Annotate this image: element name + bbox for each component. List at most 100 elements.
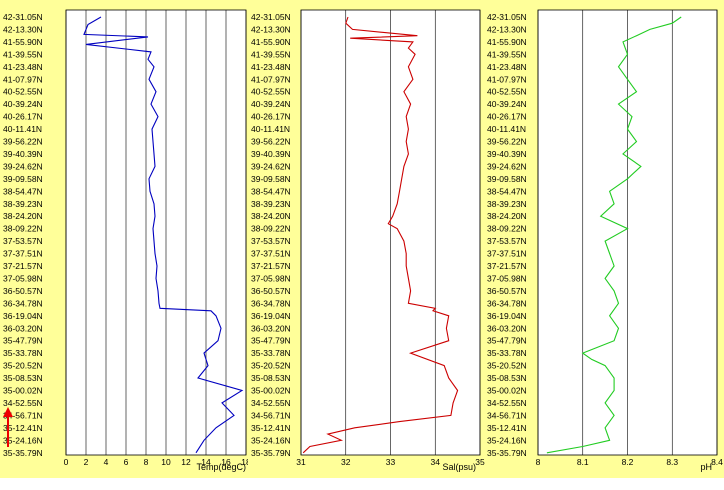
- ph-latitude-label: 39-24.62N: [487, 161, 527, 171]
- temp-latitude-label: 35-20.52N: [3, 361, 43, 371]
- sal-latitude-label: 38-39.23N: [251, 199, 291, 209]
- temp-panel: 0 2 4 6 8 10 12 14 16 18 42-31.05N 42-13.30N 41-55.9…: [0, 0, 251, 478]
- temp-latitude-label: 42-13.30N: [3, 24, 43, 34]
- sal-latitude-label: 37-05.98N: [251, 273, 291, 283]
- sal-latitude-label: 38-24.20N: [251, 211, 291, 221]
- ph-latitude-label: 35-20.52N: [487, 361, 527, 371]
- ph-latitude-label: 40-26.17N: [487, 112, 527, 122]
- temp-latitude-label: 39-24.62N: [3, 161, 43, 171]
- ph-latitude-label: 36-03.20N: [487, 323, 527, 333]
- sal-latitude-label: 37-53.57N: [251, 236, 291, 246]
- temp-latitude-label: 34-52.55N: [3, 398, 43, 408]
- temp-x-tick-label: 14: [201, 457, 211, 467]
- ph-latitude-label: 35-12.41N: [487, 423, 527, 433]
- sal-latitude-label: 36-50.57N: [251, 286, 291, 296]
- sal-latitude-label: 35-47.79N: [251, 336, 291, 346]
- sal-latitude-label: 38-09.22N: [251, 224, 291, 234]
- ph-latitude-label: 41-39.55N: [487, 49, 527, 59]
- temp-latitude-label: 41-39.55N: [3, 49, 43, 59]
- sal-latitude-label: 35-35.79N: [251, 448, 291, 458]
- sal-profile-line: [302, 16, 459, 454]
- sal-latitude-label: 40-26.17N: [251, 112, 291, 122]
- sal-x-tick-label: 31: [296, 457, 306, 467]
- temp-latitude-label: 40-11.41N: [3, 124, 42, 134]
- sal-latitude-label: 34-52.55N: [251, 398, 291, 408]
- ph-latitude-label: 37-21.57N: [487, 261, 527, 271]
- temp-latitude-label: 35-24.16N: [3, 435, 43, 445]
- ph-latitude-label: 37-53.57N: [487, 236, 527, 246]
- ph-latitude-label: 38-54.47N: [487, 186, 527, 196]
- temp-latitude-label: 40-52.55N: [3, 87, 43, 97]
- temp-latitude-label: 40-26.17N: [3, 112, 43, 122]
- sal-latitude-label: 42-13.30N: [251, 24, 291, 34]
- temp-latitude-label: 39-56.22N: [3, 137, 43, 147]
- temp-latitude-label: 40-39.24N: [3, 99, 43, 109]
- temp-x-tick-label: 4: [104, 457, 109, 467]
- ph-latitude-label: 35-33.78N: [487, 348, 527, 358]
- ph-latitude-label: 41-55.90N: [487, 37, 527, 47]
- temp-latitude-label: 36-19.04N: [3, 311, 43, 321]
- temp-profile-line: [83, 16, 244, 454]
- temp-latitude-label: 37-37.51N: [3, 249, 43, 259]
- ph-latitude-label: 41-23.48N: [487, 62, 527, 72]
- temp-latitude-label: 41-55.90N: [3, 37, 43, 47]
- sal-latitude-label: 37-37.51N: [251, 249, 291, 259]
- temp-latitude-label: 34-56.71N: [3, 410, 43, 420]
- temp-latitude-label: 42-31.05N: [3, 12, 43, 22]
- sal-latitude-label: 38-54.47N: [251, 186, 291, 196]
- sal-latitude-label: 35-00.02N: [251, 386, 291, 396]
- sal-latitude-label: 35-12.41N: [251, 423, 291, 433]
- sal-latitude-label: 36-03.20N: [251, 323, 291, 333]
- temp-latitude-label: 37-21.57N: [3, 261, 43, 271]
- ph-x-tick-label: 8.4: [711, 457, 723, 467]
- sal-latitude-label: 40-39.24N: [251, 99, 291, 109]
- temp-latitude-label: 35-08.53N: [3, 373, 43, 383]
- ph-x-tick-label: 8.2: [622, 457, 634, 467]
- ph-latitude-label: 37-37.51N: [487, 249, 527, 259]
- temp-x-tick-label: 0: [64, 457, 69, 467]
- ph-latitude-label: 40-11.41N: [487, 124, 526, 134]
- sal-latitude-label: 39-24.62N: [251, 161, 291, 171]
- temp-x-tick-label: 6: [124, 457, 129, 467]
- temp-axis-title: Temp(degC): [196, 462, 246, 472]
- ph-latitude-label: 34-56.71N: [487, 410, 527, 420]
- temp-x-tick-label: 12: [181, 457, 191, 467]
- ph-x-tick-label: 8: [536, 457, 541, 467]
- temp-latitude-label: 38-24.20N: [3, 211, 43, 221]
- sal-latitude-label: 35-33.78N: [251, 348, 291, 358]
- sal-latitude-label: 35-08.53N: [251, 373, 291, 383]
- sal-x-tick-label: 32: [341, 457, 351, 467]
- ph-latitude-label: 41-07.97N: [487, 74, 527, 84]
- temp-latitude-label: 38-39.23N: [3, 199, 43, 209]
- ph-latitude-label: 38-39.23N: [487, 199, 527, 209]
- ph-latitude-label: 35-24.16N: [487, 435, 527, 445]
- ph-latitude-label: 37-05.98N: [487, 273, 527, 283]
- ph-profile-line: [546, 16, 682, 454]
- ph-latitude-label: 39-09.58N: [487, 174, 527, 184]
- sal-panel: 31 32 33 34 35 42-31.05N 42-13.30N 41-55.90N 41-…: [248, 0, 489, 478]
- sal-x-tick-label: 34: [431, 457, 441, 467]
- sal-latitude-label: 41-55.90N: [251, 37, 291, 47]
- sal-x-tick-label: 35: [475, 457, 485, 467]
- sal-latitude-label: 34-56.71N: [251, 410, 291, 420]
- sal-latitude-label: 35-24.16N: [251, 435, 291, 445]
- temp-latitude-label: 36-03.20N: [3, 323, 43, 333]
- sal-latitude-label: 41-23.48N: [251, 62, 291, 72]
- ph-x-tick-label: 8.1: [577, 457, 589, 467]
- temp-latitude-label: 41-23.48N: [3, 62, 43, 72]
- up-arrow-icon: [3, 407, 13, 447]
- ph-latitude-label: 38-09.22N: [487, 224, 527, 234]
- ph-latitude-label: 35-00.02N: [487, 386, 527, 396]
- ph-latitude-label: 39-40.39N: [487, 149, 527, 159]
- temp-latitude-label: 41-07.97N: [3, 74, 43, 84]
- ph-latitude-label: 35-47.79N: [487, 336, 527, 346]
- ph-latitude-label: 36-19.04N: [487, 311, 527, 321]
- ph-latitude-label: 35-35.79N: [487, 448, 527, 458]
- temp-x-tick-label: 8: [144, 457, 149, 467]
- ph-latitude-label: 36-50.57N: [487, 286, 527, 296]
- temp-latitude-label: 35-12.41N: [3, 423, 43, 433]
- temp-latitude-label: 36-50.57N: [3, 286, 43, 296]
- temp-latitude-label: 35-35.79N: [3, 448, 43, 458]
- ph-latitude-label: 34-52.55N: [487, 398, 527, 408]
- sal-latitude-label: 36-34.78N: [251, 298, 291, 308]
